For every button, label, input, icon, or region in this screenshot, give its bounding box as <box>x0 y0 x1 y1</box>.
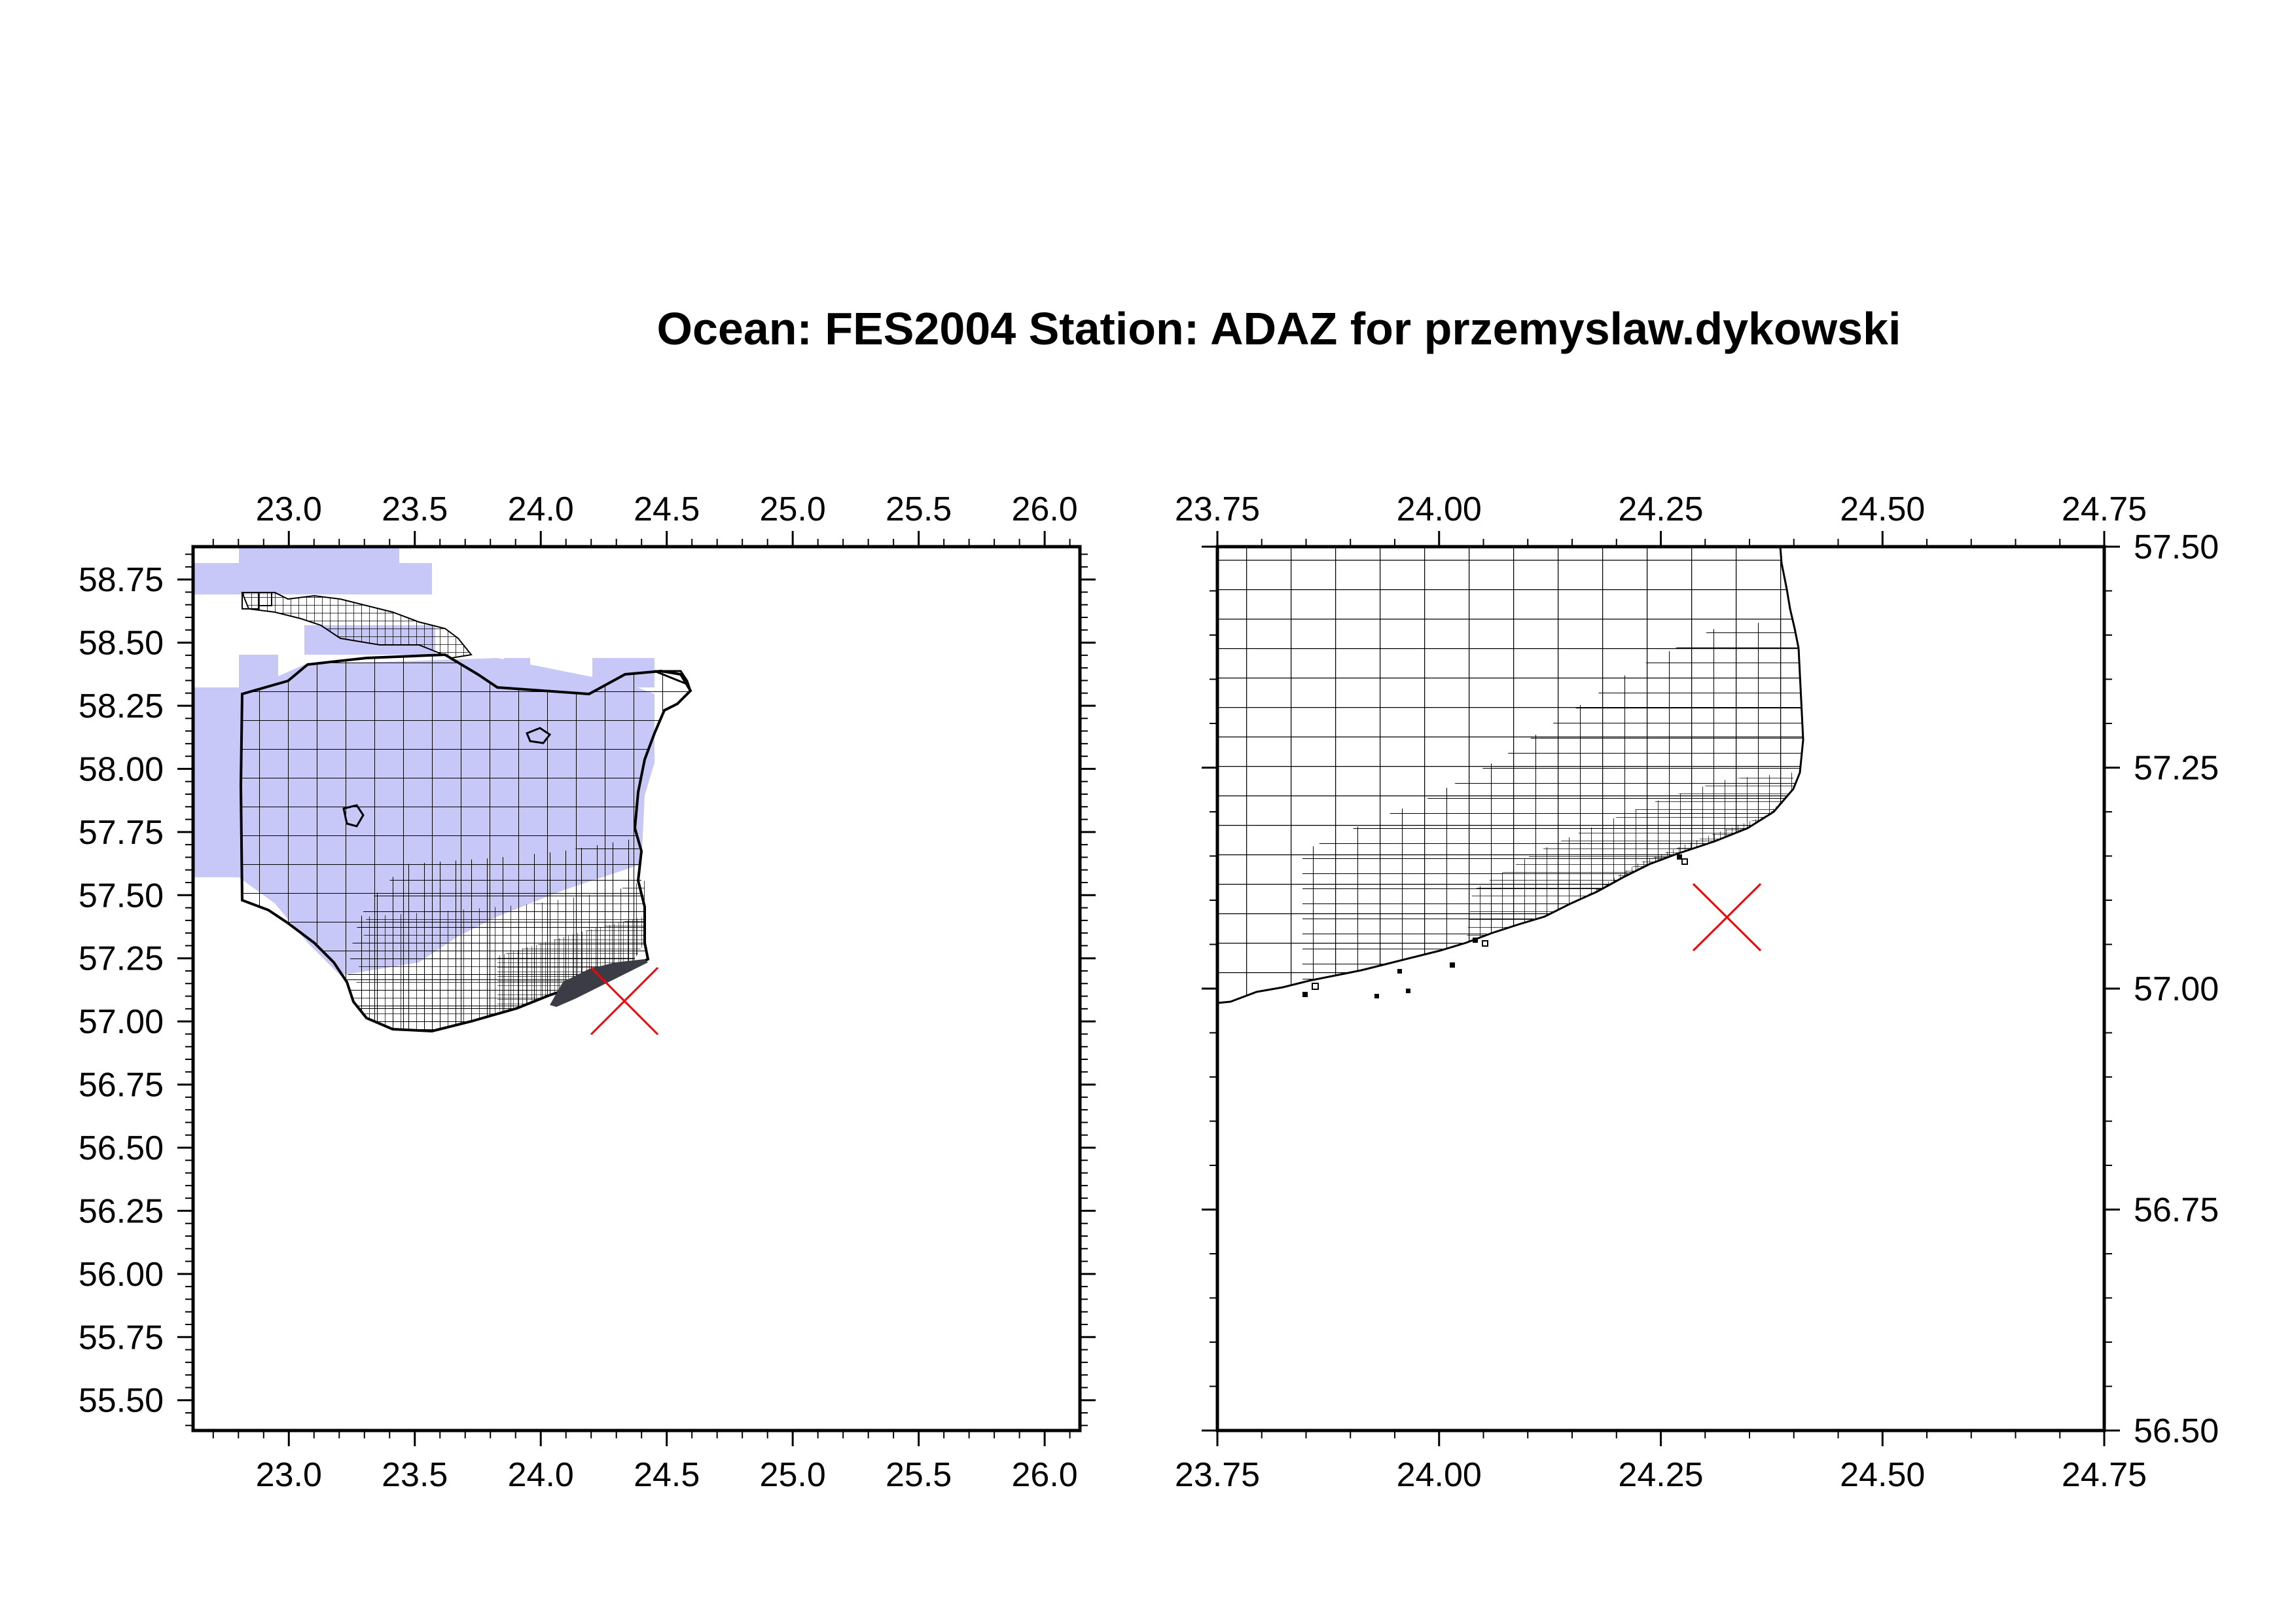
x-tick-label-bottom: 26.0 <box>1011 1456 1077 1494</box>
overview-map-panel <box>191 545 1082 1432</box>
y-tick-label: 57.75 <box>79 814 164 852</box>
strait-grid-overview <box>241 592 473 659</box>
x-tick-label-bottom: 23.75 <box>1175 1456 1260 1494</box>
y-tick-label: 57.50 <box>2134 528 2219 566</box>
y-tick-label: 56.50 <box>79 1129 164 1167</box>
x-tick-label-top: 24.00 <box>1397 490 1482 528</box>
x-tick-label-bottom: 23.0 <box>256 1456 322 1494</box>
x-cross-marker <box>1692 883 1762 952</box>
plot-title: Ocean: FES2004 Station: ADAZ for przemys… <box>656 303 1901 354</box>
y-tick-label: 57.00 <box>2134 970 2219 1008</box>
x-tick-label-bottom: 23.5 <box>382 1456 448 1494</box>
x-tick-label-top: 25.5 <box>886 490 952 528</box>
y-tick-label: 58.75 <box>79 561 164 599</box>
y-tick-label: 55.50 <box>79 1382 164 1420</box>
x-tick-label-bottom: 24.00 <box>1397 1456 1482 1494</box>
gulf-grid-overview <box>239 653 692 1033</box>
y-tick-label: 57.00 <box>79 1003 164 1041</box>
y-tick-label: 57.25 <box>79 940 164 978</box>
x-tick-label-top: 23.75 <box>1175 490 1260 528</box>
y-tick-label: 56.50 <box>2134 1412 2219 1450</box>
x-tick-label-bottom: 24.50 <box>1840 1456 1925 1494</box>
axes-layer: 23.0 23.0 23.5 23.5 24.0 24.0 24.5 24.5 25.0 25.0… <box>79 490 2219 1494</box>
gulf-grid-zoom <box>1217 547 1804 1004</box>
overview-map-frame <box>191 545 1082 1432</box>
x-tick-label-top: 25.0 <box>760 490 826 528</box>
y-tick-label: 56.25 <box>79 1192 164 1230</box>
x-tick-label-top: 23.5 <box>382 490 448 528</box>
x-tick-label-bottom: 24.5 <box>634 1456 700 1494</box>
y-tick-label: 56.00 <box>79 1256 164 1294</box>
x-tick-label-bottom: 24.75 <box>2062 1456 2147 1494</box>
x-tick-label-top: 24.50 <box>1840 490 1925 528</box>
x-tick-label-bottom: 25.0 <box>760 1456 826 1494</box>
x-tick-label-top: 24.0 <box>508 490 574 528</box>
y-tick-label: 56.75 <box>2134 1192 2219 1230</box>
x-tick-label-top: 24.75 <box>2062 490 2147 528</box>
x-tick-label-top: 23.0 <box>256 490 322 528</box>
x-tick-label-top: 26.0 <box>1011 490 1077 528</box>
y-tick-label: 55.75 <box>79 1319 164 1357</box>
x-tick-label-top: 24.25 <box>1618 490 1703 528</box>
x-tick-label-top: 24.5 <box>634 490 700 528</box>
x-cross-marker <box>590 966 659 1036</box>
x-tick-label-bottom: 24.25 <box>1618 1456 1703 1494</box>
y-tick-label: 56.75 <box>79 1067 164 1104</box>
y-tick-label: 57.25 <box>2134 750 2219 788</box>
y-tick-label: 58.50 <box>79 625 164 663</box>
x-tick-label-bottom: 24.0 <box>508 1456 574 1494</box>
y-tick-label: 58.00 <box>79 750 164 788</box>
y-tick-label: 57.50 <box>79 877 164 915</box>
x-tick-label-bottom: 25.5 <box>886 1456 952 1494</box>
y-tick-label: 58.25 <box>79 687 164 725</box>
zoom-map-panel <box>1215 545 2106 1432</box>
